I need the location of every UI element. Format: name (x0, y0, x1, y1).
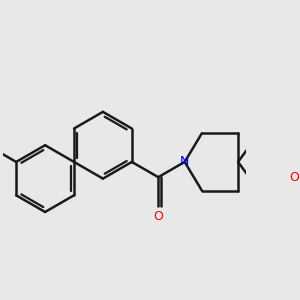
Text: O: O (289, 171, 299, 184)
Text: N: N (180, 155, 189, 168)
Text: O: O (153, 210, 163, 223)
